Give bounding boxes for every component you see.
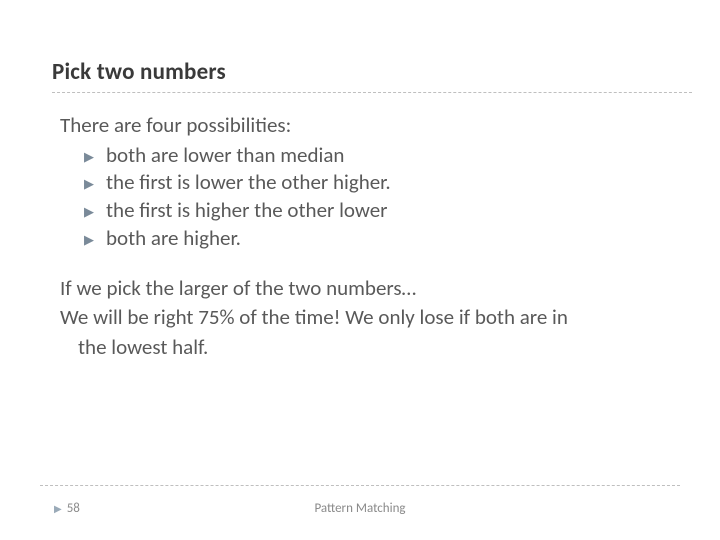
- list-item: ▶ both are higher.: [60, 225, 660, 253]
- bullet-text: both are higher.: [106, 225, 241, 253]
- bullet-text: both are lower than median: [106, 142, 344, 170]
- list-item: ▶ both are lower than median: [60, 142, 660, 170]
- footer: ▶ 58 Pattern Matching: [40, 494, 680, 516]
- slide: Pick two numbers There are four possibil…: [0, 0, 720, 540]
- slide-title: Pick two numbers: [52, 58, 680, 86]
- footer-rule: [40, 485, 680, 486]
- paragraph-2-line1: We will be right 75% of the time! We onl…: [60, 304, 660, 332]
- title-block: Pick two numbers: [52, 58, 680, 93]
- paragraph-1: If we pick the larger of the two numbers…: [60, 275, 660, 303]
- bullet-list: ▶ both are lower than median ▶ the first…: [60, 142, 660, 253]
- bullet-icon: ▶: [84, 232, 106, 249]
- list-item: ▶ the first is lower the other higher.: [60, 169, 660, 197]
- slide-body: There are four possibilities: ▶ both are…: [60, 112, 660, 362]
- footer-text: Pattern Matching: [40, 501, 680, 516]
- list-item: ▶ the first is higher the other lower: [60, 197, 660, 225]
- intro-text: There are four possibilities:: [60, 112, 660, 140]
- bullet-icon: ▶: [84, 176, 106, 193]
- bullet-icon: ▶: [84, 149, 106, 166]
- title-rule: [52, 92, 692, 93]
- bullet-text: the first is lower the other higher.: [106, 169, 391, 197]
- paragraph-2-line2: the lowest half.: [60, 334, 660, 362]
- bullet-text: the first is higher the other lower: [106, 197, 388, 225]
- bullet-icon: ▶: [84, 204, 106, 221]
